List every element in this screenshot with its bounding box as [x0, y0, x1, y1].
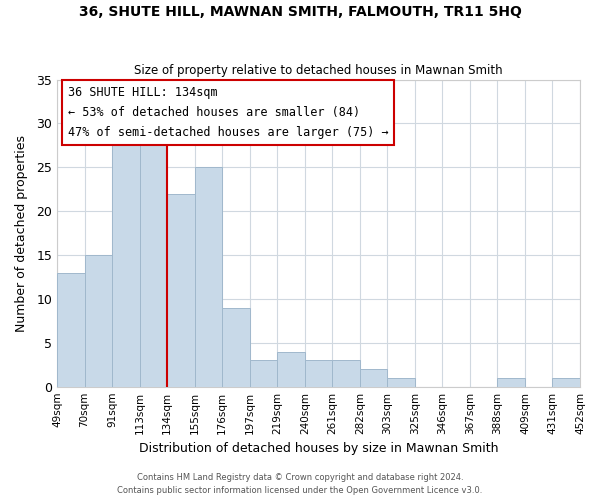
Y-axis label: Number of detached properties: Number of detached properties: [15, 134, 28, 332]
Bar: [388, 378, 415, 386]
Bar: [305, 360, 332, 386]
Bar: [277, 352, 305, 386]
Bar: [332, 360, 360, 386]
Bar: [553, 378, 580, 386]
Bar: [85, 255, 112, 386]
Text: 36, SHUTE HILL, MAWNAN SMITH, FALMOUTH, TR11 5HQ: 36, SHUTE HILL, MAWNAN SMITH, FALMOUTH, …: [79, 5, 521, 19]
Bar: [57, 272, 85, 386]
Text: Contains HM Land Registry data © Crown copyright and database right 2024.
Contai: Contains HM Land Registry data © Crown c…: [118, 474, 482, 495]
Bar: [112, 141, 140, 386]
Bar: [250, 360, 277, 386]
X-axis label: Distribution of detached houses by size in Mawnan Smith: Distribution of detached houses by size …: [139, 442, 498, 455]
Bar: [140, 132, 167, 386]
Bar: [222, 308, 250, 386]
Bar: [167, 194, 194, 386]
Text: 36 SHUTE HILL: 134sqm
← 53% of detached houses are smaller (84)
47% of semi-deta: 36 SHUTE HILL: 134sqm ← 53% of detached …: [68, 86, 388, 138]
Bar: [194, 168, 222, 386]
Bar: [497, 378, 525, 386]
Bar: [360, 369, 388, 386]
Title: Size of property relative to detached houses in Mawnan Smith: Size of property relative to detached ho…: [134, 64, 503, 77]
